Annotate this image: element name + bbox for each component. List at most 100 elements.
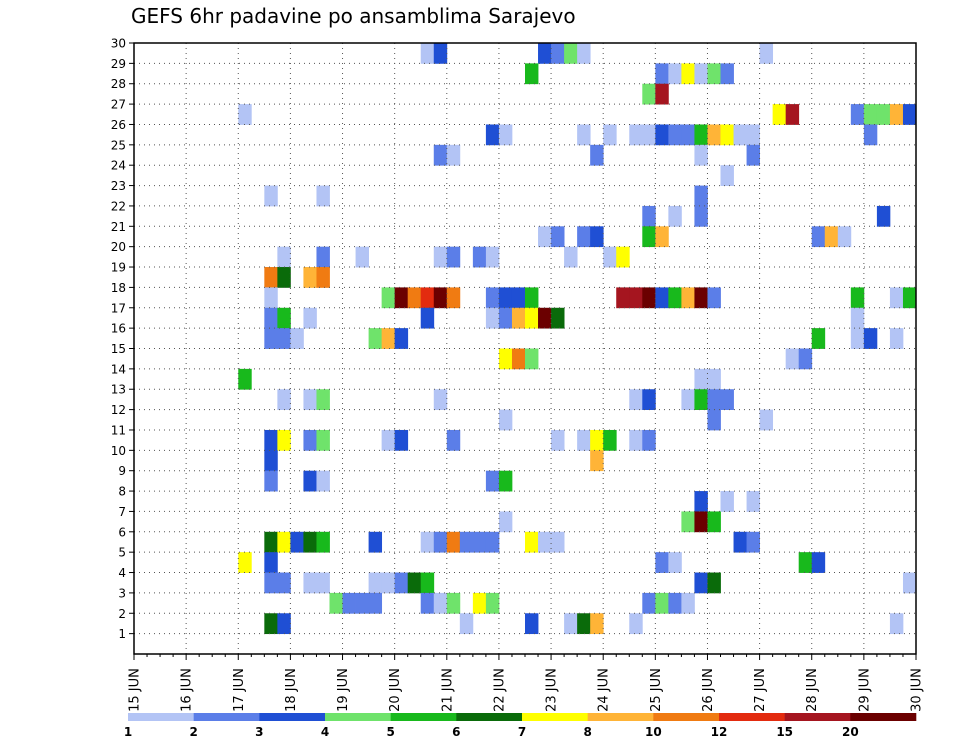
grid-lines bbox=[134, 43, 916, 654]
heatmap-cell bbox=[407, 572, 422, 594]
y-tick-label: 6 bbox=[118, 525, 126, 539]
heatmap-cell bbox=[577, 613, 591, 635]
heatmap-cell bbox=[446, 531, 461, 553]
heatmap-cell bbox=[420, 572, 435, 594]
heatmap-cell bbox=[472, 246, 487, 268]
x-tick-label: 27 JUN bbox=[753, 668, 768, 712]
heatmap-cell bbox=[277, 613, 291, 635]
heatmap-cells bbox=[238, 43, 917, 635]
heatmap-cell bbox=[603, 429, 617, 451]
heatmap-cell bbox=[655, 287, 669, 309]
heatmap-cell bbox=[511, 348, 526, 370]
heatmap-cell bbox=[538, 307, 552, 329]
heatmap-cell bbox=[694, 572, 708, 594]
x-tick-label: 21 JUN bbox=[440, 668, 455, 712]
heatmap-cell bbox=[420, 592, 435, 614]
heatmap-cell bbox=[629, 613, 643, 635]
y-tick-label: 26 bbox=[111, 118, 126, 132]
heatmap-cell bbox=[889, 104, 904, 125]
y-tick-label: 16 bbox=[111, 322, 126, 336]
heatmap-cell bbox=[420, 287, 435, 309]
heatmap-cell bbox=[459, 531, 474, 553]
y-tick-label: 19 bbox=[111, 261, 126, 275]
x-tick-label: 28 JUN bbox=[805, 668, 820, 712]
heatmap-cell bbox=[668, 592, 682, 614]
heatmap-cell bbox=[498, 348, 513, 370]
heatmap-cell bbox=[290, 328, 304, 349]
heatmap-cell bbox=[264, 429, 278, 451]
heatmap-cell bbox=[603, 124, 617, 146]
heatmap-cell bbox=[564, 246, 578, 268]
heatmap-cell bbox=[694, 185, 708, 207]
colorbar-label: 1 bbox=[124, 725, 132, 739]
x-tick-label: 17 JUN bbox=[232, 668, 247, 712]
heatmap-cell bbox=[368, 572, 383, 594]
heatmap-cell bbox=[720, 491, 734, 512]
heatmap-cell bbox=[759, 43, 774, 64]
y-tick-label: 9 bbox=[118, 464, 126, 478]
heatmap-cell bbox=[264, 287, 278, 309]
heatmap-cell bbox=[902, 287, 917, 309]
heatmap-cell bbox=[238, 104, 252, 125]
heatmap-cell bbox=[485, 531, 500, 553]
heatmap-cell bbox=[433, 144, 448, 166]
colorbar-label: 4 bbox=[321, 725, 329, 739]
heatmap-cell bbox=[290, 531, 304, 553]
heatmap-cell bbox=[642, 389, 656, 410]
heatmap-cell bbox=[485, 307, 500, 329]
heatmap-cell bbox=[629, 124, 643, 146]
heatmap-cell bbox=[733, 531, 747, 553]
heatmap-cell bbox=[876, 104, 891, 125]
heatmap-cell bbox=[824, 226, 839, 248]
heatmap-cell bbox=[863, 328, 878, 349]
y-tick-label: 1 bbox=[118, 627, 126, 641]
heatmap-cell bbox=[694, 287, 708, 309]
heatmap-cell bbox=[785, 104, 800, 125]
colorbar-label: 2 bbox=[189, 725, 197, 739]
heatmap-cell bbox=[681, 124, 695, 146]
heatmap-cell bbox=[746, 144, 760, 166]
heatmap-cell bbox=[498, 470, 513, 492]
y-tick-label: 7 bbox=[118, 505, 126, 519]
heatmap-cell bbox=[707, 409, 721, 431]
y-tick-label: 11 bbox=[111, 423, 126, 437]
x-tick-label: 25 JUN bbox=[649, 668, 664, 712]
y-tick-label: 24 bbox=[111, 159, 126, 173]
heatmap-cell bbox=[655, 63, 669, 85]
heatmap-cell bbox=[485, 470, 500, 492]
colorbar-swatch bbox=[193, 713, 260, 721]
heatmap-cell bbox=[303, 389, 317, 410]
heatmap-cell bbox=[394, 572, 409, 594]
heatmap-cell bbox=[746, 531, 760, 553]
heatmap-cell bbox=[316, 429, 330, 451]
heatmap-cell bbox=[472, 592, 487, 614]
heatmap-cell bbox=[433, 531, 448, 553]
y-tick-label: 25 bbox=[111, 138, 126, 152]
heatmap-cell bbox=[316, 246, 330, 268]
y-tick-label: 20 bbox=[111, 240, 126, 254]
colorbar-swatch bbox=[719, 713, 785, 721]
heatmap-cell bbox=[277, 572, 291, 594]
x-tick-label: 23 JUN bbox=[545, 668, 560, 712]
heatmap-cell bbox=[368, 328, 383, 349]
heatmap-cell bbox=[681, 389, 695, 410]
heatmap-cell bbox=[564, 613, 578, 635]
heatmap-cell bbox=[733, 124, 747, 146]
heatmap-cell bbox=[264, 328, 278, 349]
colorbar-swatch bbox=[259, 713, 326, 721]
heatmap-cell bbox=[564, 43, 578, 64]
heatmap-cell bbox=[525, 348, 539, 370]
heatmap-cell bbox=[668, 124, 682, 146]
heatmap-cell bbox=[511, 287, 526, 309]
heatmap-cell bbox=[655, 124, 669, 146]
colorbar-label: 12 bbox=[711, 725, 728, 739]
heatmap-cell bbox=[446, 429, 461, 451]
heatmap-cell bbox=[642, 592, 656, 614]
heatmap-cell bbox=[720, 124, 734, 146]
colorbar-label: 7 bbox=[518, 725, 526, 739]
colorbar-swatch bbox=[784, 713, 851, 721]
heatmap-cell bbox=[485, 287, 500, 309]
heatmap-cell bbox=[498, 307, 513, 329]
y-tick-label: 30 bbox=[111, 37, 126, 51]
